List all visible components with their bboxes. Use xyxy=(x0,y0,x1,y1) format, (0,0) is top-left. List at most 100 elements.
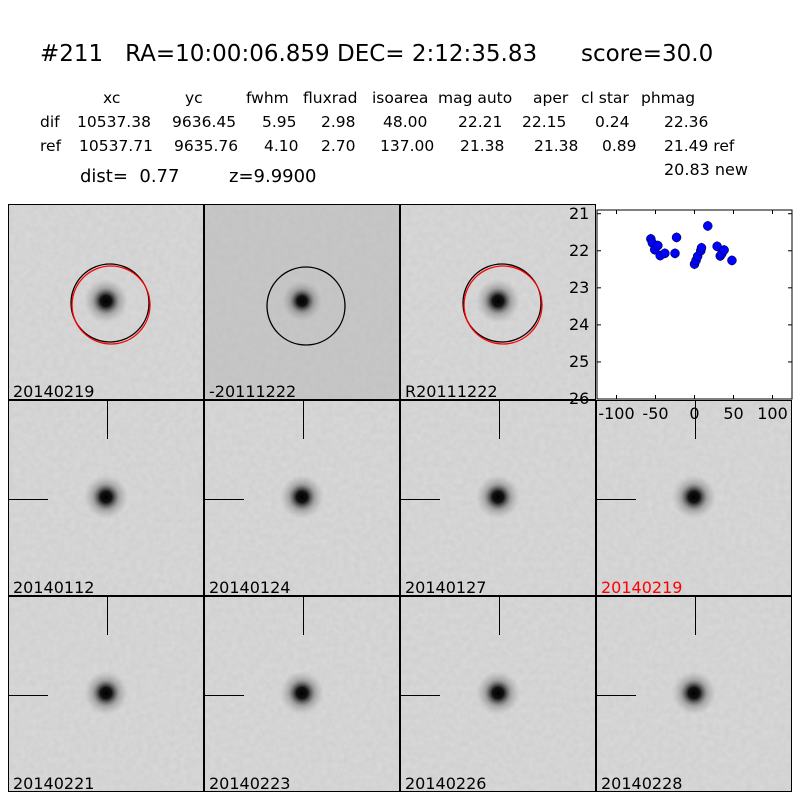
y-tick-label: 23 xyxy=(569,277,590,297)
cell: 21.49 ref xyxy=(664,137,735,155)
y-tick-label: 22 xyxy=(569,240,590,260)
cell: 21.38 xyxy=(460,137,505,155)
cell: 2.70 xyxy=(321,137,356,155)
stamp-image xyxy=(9,205,203,399)
stamp-date-label: 20140112 xyxy=(13,578,95,596)
cell: 137.00 xyxy=(380,137,435,155)
stamp-date-label: 20140219 xyxy=(601,578,683,596)
ref-circle xyxy=(71,265,151,345)
stamp-date-label: 20140219 xyxy=(13,382,95,400)
stamp-date-label: 20140221 xyxy=(13,774,95,792)
x-tick-label: -100 xyxy=(598,404,634,423)
source-blob xyxy=(672,671,716,715)
stamp-image xyxy=(597,597,791,791)
col-fluxrad: fluxrad xyxy=(303,89,358,107)
cell: 5.95 xyxy=(262,113,297,131)
lightcurve-plot: -100 -50 0 50 100 xyxy=(596,204,800,423)
plot-background xyxy=(596,204,800,399)
stamp-date-label: -20111222 xyxy=(209,382,297,400)
col-yc: yc xyxy=(185,89,203,107)
y-tick-label: 24 xyxy=(569,314,590,334)
col-isoarea: isoarea xyxy=(372,89,429,107)
aperture-circle xyxy=(70,263,150,343)
stamp-panel: 20140112 xyxy=(8,400,204,596)
col-phmag: phmag xyxy=(641,89,696,107)
source-blob xyxy=(476,279,520,323)
cell: 10537.38 xyxy=(77,113,151,131)
source-blob xyxy=(672,475,716,519)
data-point xyxy=(727,255,737,266)
y-tick-label: 25 xyxy=(569,351,590,371)
aperture-circle xyxy=(266,266,346,346)
data-point xyxy=(671,232,682,243)
col-fwhm: fwhm xyxy=(246,89,289,107)
cell: 10537.71 xyxy=(79,137,153,155)
data-point xyxy=(670,248,680,259)
stamp-image xyxy=(9,401,203,595)
source-blob xyxy=(280,475,324,519)
cell: 9635.76 xyxy=(174,137,239,155)
cell: 22.21 xyxy=(458,113,503,131)
stamp-date-label: 20140228 xyxy=(601,774,683,792)
stamp-panel: R20111222 xyxy=(400,204,596,400)
stamp-panel: 20140228 xyxy=(596,596,792,792)
cell: 9636.45 xyxy=(172,113,237,131)
stamp-panel: 20140221 xyxy=(8,596,204,792)
y-tick-label: 26 xyxy=(569,389,590,408)
stamp-date-label: 20140226 xyxy=(405,774,487,792)
stamp-date-label: 20140127 xyxy=(405,578,487,596)
source-blob xyxy=(476,475,520,519)
stamp-image xyxy=(205,597,399,791)
new-mag: 20.83 new xyxy=(664,160,748,179)
x-tick-label: 0 xyxy=(689,404,699,423)
x-tick-label: 100 xyxy=(757,404,788,423)
cell: 21.38 xyxy=(534,137,579,155)
col-xc: xc xyxy=(103,89,121,107)
col-cl-star: cl star xyxy=(581,89,629,107)
source-blob xyxy=(280,671,324,715)
stamp-image xyxy=(205,401,399,595)
stamp-panel: 20140226 xyxy=(400,596,596,792)
row-label: dif xyxy=(40,113,60,131)
ref-circle xyxy=(463,265,543,345)
data-point xyxy=(703,221,713,231)
data-point xyxy=(696,243,707,253)
row-label: ref xyxy=(40,137,62,155)
stamp-image xyxy=(401,401,595,595)
data-point xyxy=(660,248,670,259)
plot-frame xyxy=(596,209,793,400)
cell: 2.98 xyxy=(321,113,356,131)
stamp-image xyxy=(205,205,399,399)
stamp-panel: 20140219 xyxy=(8,204,204,400)
dist-value: dist= 0.77 xyxy=(80,166,180,187)
stamp-panel: 20140124 xyxy=(204,400,400,596)
source-blob xyxy=(476,671,520,715)
aperture-circle xyxy=(462,263,542,343)
z-value: z=9.9900 xyxy=(229,166,317,187)
cell: 22.15 xyxy=(522,113,567,131)
stamp-date-label: R20111222 xyxy=(405,382,498,400)
data-point xyxy=(653,240,663,251)
title: #211 RA=10:00:06.859 DEC= 2:12:35.83 sco… xyxy=(40,41,714,67)
stamp-image xyxy=(401,597,595,791)
y-tick-label: 21 xyxy=(569,203,590,223)
stamp-image xyxy=(9,597,203,791)
cell: 22.36 xyxy=(664,113,709,131)
x-tick-label: -50 xyxy=(642,404,668,423)
x-tick-label: 50 xyxy=(723,404,743,423)
stamp-image xyxy=(401,205,595,399)
col-aper: aper xyxy=(533,89,569,107)
stamp-date-label: 20140124 xyxy=(209,578,291,596)
source-blob xyxy=(84,279,128,323)
cell: 4.10 xyxy=(264,137,299,155)
stamp-panel: 20140223 xyxy=(204,596,400,792)
cell: 48.00 xyxy=(383,113,428,131)
stamp-panel: 20140127 xyxy=(400,400,596,596)
cell: 0.89 xyxy=(602,137,637,155)
stamp-date-label: 20140223 xyxy=(209,774,291,792)
source-blob xyxy=(282,281,322,321)
stamp-panel: -20111222 xyxy=(204,204,400,400)
cell: 0.24 xyxy=(595,113,630,131)
stamp-image xyxy=(597,401,791,595)
